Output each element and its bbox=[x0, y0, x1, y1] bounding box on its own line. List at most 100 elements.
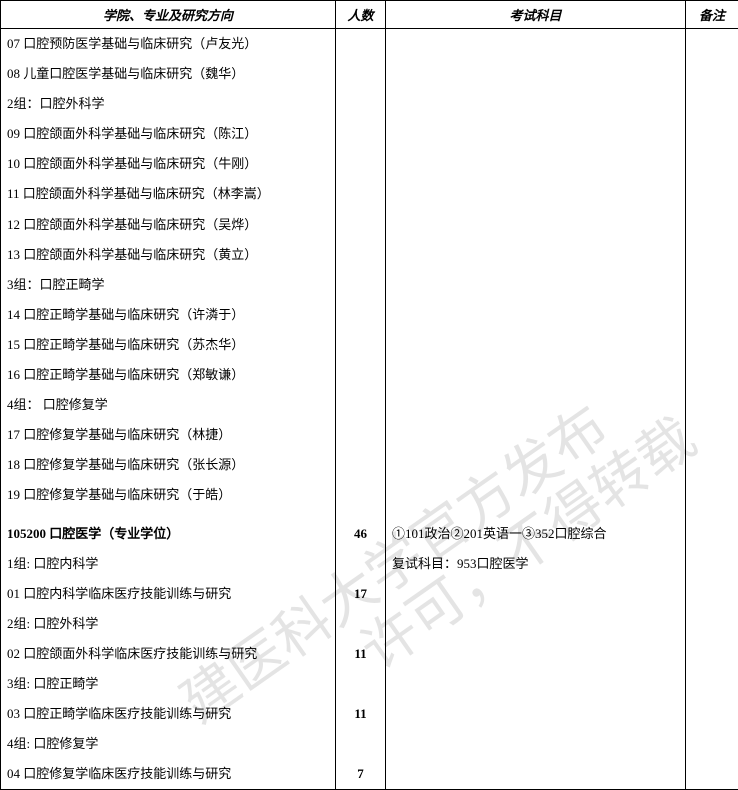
cell-note bbox=[686, 549, 738, 579]
cell-note bbox=[686, 639, 738, 669]
cell-direction: 12 口腔颌面外科学基础与临床研究（吴烨） bbox=[1, 210, 336, 240]
cell-num bbox=[336, 59, 386, 89]
cell-direction: 4组: 口腔修复学 bbox=[1, 729, 336, 759]
cell-note bbox=[686, 210, 738, 240]
cell-direction: 17 口腔修复学基础与临床研究（林捷） bbox=[1, 420, 336, 450]
cell-num: 11 bbox=[336, 699, 386, 729]
cell-num bbox=[336, 330, 386, 360]
program-table: 学院、专业及研究方向 人数 考试科目 备注 07 口腔预防医学基础与临床研究（卢… bbox=[0, 0, 738, 790]
cell-direction: 16 口腔正畸学基础与临床研究（郑敏谦） bbox=[1, 360, 336, 390]
cell-subject bbox=[386, 390, 686, 420]
cell-num bbox=[336, 609, 386, 639]
cell-num bbox=[336, 179, 386, 209]
table-row: 04 口腔修复学临床医疗技能训练与研究7 bbox=[1, 759, 738, 790]
cell-direction: 1组: 口腔内科学 bbox=[1, 549, 336, 579]
cell-note bbox=[686, 179, 738, 209]
cell-direction: 08 儿童口腔医学基础与临床研究（魏华） bbox=[1, 59, 336, 89]
cell-note bbox=[686, 450, 738, 480]
cell-direction: 105200 口腔医学（专业学位） bbox=[1, 519, 336, 549]
cell-direction: 18 口腔修复学基础与临床研究（张长源） bbox=[1, 450, 336, 480]
cell-note bbox=[686, 59, 738, 89]
cell-note bbox=[686, 149, 738, 179]
cell-note bbox=[686, 240, 738, 270]
cell-num bbox=[336, 420, 386, 450]
cell-subject bbox=[386, 59, 686, 89]
table-row: 17 口腔修复学基础与临床研究（林捷） bbox=[1, 420, 738, 450]
cell-note bbox=[686, 119, 738, 149]
cell-num: 7 bbox=[336, 759, 386, 790]
cell-note bbox=[686, 300, 738, 330]
table-row: 14 口腔正畸学基础与临床研究（许潾于） bbox=[1, 300, 738, 330]
cell-num bbox=[336, 480, 386, 510]
table-row: 3组: 口腔正畸学 bbox=[1, 669, 738, 699]
cell-direction: 04 口腔修复学临床医疗技能训练与研究 bbox=[1, 759, 336, 790]
cell-num bbox=[336, 300, 386, 330]
cell-direction: 14 口腔正畸学基础与临床研究（许潾于） bbox=[1, 300, 336, 330]
header-direction: 学院、专业及研究方向 bbox=[1, 1, 336, 29]
table-row: 15 口腔正畸学基础与临床研究（苏杰华） bbox=[1, 330, 738, 360]
table-row: 2组: 口腔外科学 bbox=[1, 609, 738, 639]
cell-direction: 3组：口腔正畸学 bbox=[1, 270, 336, 300]
cell-num bbox=[336, 270, 386, 300]
cell-subject bbox=[386, 149, 686, 179]
table-row: 03 口腔正畸学临床医疗技能训练与研究11 bbox=[1, 699, 738, 729]
cell-num bbox=[336, 89, 386, 119]
table-header-row: 学院、专业及研究方向 人数 考试科目 备注 bbox=[1, 1, 738, 29]
cell-num bbox=[336, 511, 386, 519]
table-row: 02 口腔颌面外科学临床医疗技能训练与研究11 bbox=[1, 639, 738, 669]
cell-subject: 复试科目：953口腔医学 bbox=[386, 549, 686, 579]
cell-subject bbox=[386, 360, 686, 390]
cell-num bbox=[336, 549, 386, 579]
table-row: 08 儿童口腔医学基础与临床研究（魏华） bbox=[1, 59, 738, 89]
cell-note bbox=[686, 759, 738, 790]
cell-direction: 07 口腔预防医学基础与临床研究（卢友光） bbox=[1, 29, 336, 60]
cell-note bbox=[686, 609, 738, 639]
cell-direction: 2组：口腔外科学 bbox=[1, 89, 336, 119]
cell-num bbox=[336, 210, 386, 240]
cell-num: 46 bbox=[336, 519, 386, 549]
cell-subject bbox=[386, 609, 686, 639]
cell-subject bbox=[386, 759, 686, 790]
table-row: 4组: 口腔修复学 bbox=[1, 729, 738, 759]
table-row bbox=[1, 511, 738, 519]
cell-direction: 15 口腔正畸学基础与临床研究（苏杰华） bbox=[1, 330, 336, 360]
cell-note bbox=[686, 699, 738, 729]
cell-note bbox=[686, 270, 738, 300]
cell-subject bbox=[386, 669, 686, 699]
cell-direction: 02 口腔颌面外科学临床医疗技能训练与研究 bbox=[1, 639, 336, 669]
cell-note bbox=[686, 511, 738, 519]
cell-direction bbox=[1, 511, 336, 519]
cell-note bbox=[686, 519, 738, 549]
cell-note bbox=[686, 360, 738, 390]
cell-subject bbox=[386, 240, 686, 270]
table-row: 01 口腔内科学临床医疗技能训练与研究17 bbox=[1, 579, 738, 609]
cell-note bbox=[686, 480, 738, 510]
cell-note bbox=[686, 330, 738, 360]
cell-num: 11 bbox=[336, 639, 386, 669]
header-subject: 考试科目 bbox=[386, 1, 686, 29]
cell-subject bbox=[386, 89, 686, 119]
cell-subject bbox=[386, 29, 686, 60]
cell-note bbox=[686, 420, 738, 450]
cell-subject bbox=[386, 480, 686, 510]
cell-subject bbox=[386, 420, 686, 450]
cell-note bbox=[686, 390, 738, 420]
table-row: 2组：口腔外科学 bbox=[1, 89, 738, 119]
cell-num bbox=[336, 450, 386, 480]
header-note: 备注 bbox=[686, 1, 738, 29]
cell-subject: ①101政治②201英语一③352口腔综合 bbox=[386, 519, 686, 549]
cell-direction: 09 口腔颌面外科学基础与临床研究（陈江） bbox=[1, 119, 336, 149]
cell-num bbox=[336, 149, 386, 179]
cell-subject bbox=[386, 119, 686, 149]
cell-subject bbox=[386, 729, 686, 759]
cell-num bbox=[336, 669, 386, 699]
cell-subject bbox=[386, 699, 686, 729]
table-row: 1组: 口腔内科学 复试科目：953口腔医学 bbox=[1, 549, 738, 579]
cell-num bbox=[336, 360, 386, 390]
cell-direction: 2组: 口腔外科学 bbox=[1, 609, 336, 639]
table-row: 12 口腔颌面外科学基础与临床研究（吴烨） bbox=[1, 210, 738, 240]
cell-direction: 10 口腔颌面外科学基础与临床研究（牛刚） bbox=[1, 149, 336, 179]
cell-direction: 3组: 口腔正畸学 bbox=[1, 669, 336, 699]
table-row: 19 口腔修复学基础与临床研究（于皓） bbox=[1, 480, 738, 510]
cell-direction: 4组： 口腔修复学 bbox=[1, 390, 336, 420]
